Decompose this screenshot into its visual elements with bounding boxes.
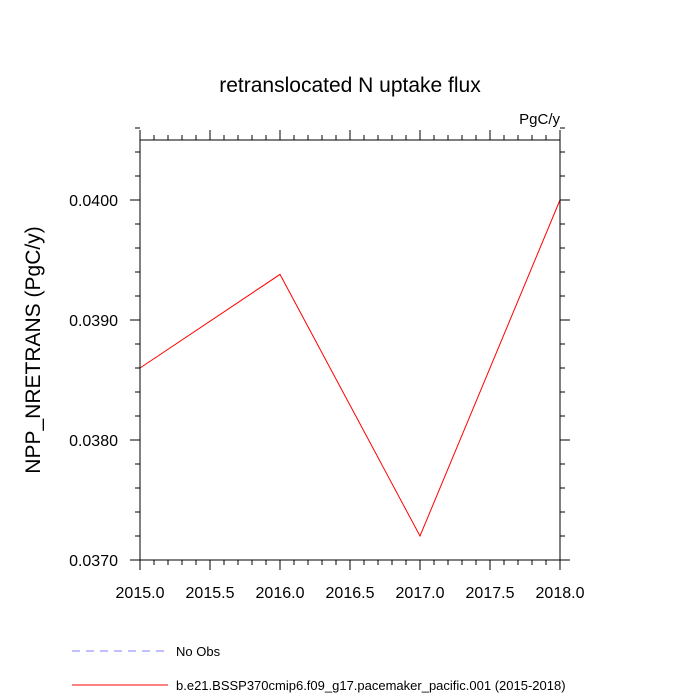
units-label: PgC/y	[519, 111, 560, 128]
x-tick-label: 2016.0	[256, 585, 305, 602]
series-layer	[139, 199, 561, 538]
y-tick-label: 0.0380	[69, 433, 118, 450]
x-tick-label: 2017.5	[466, 585, 515, 602]
legend: No Obs b.e21.BSSP370cmip6.f09_g17.pacemak…	[72, 644, 566, 693]
legend-label: No Obs	[176, 644, 221, 659]
x-tick-label: 2015.5	[186, 585, 235, 602]
y-tick-label: 0.0390	[69, 313, 118, 330]
x-tick-label: 2017.0	[396, 585, 445, 602]
y-tick-label: 0.0370	[69, 553, 118, 570]
chart-title: retranslocated N uptake flux	[219, 74, 481, 97]
y-axis-label: NPP_NRETRANS (PgC/y)	[22, 226, 45, 473]
axis-ticks: 2015.0 2015.5 2016.0 2016.5 2017.0 2017.5 2018…	[69, 127, 585, 602]
series-line	[139, 199, 561, 538]
plot-frame	[139, 139, 561, 561]
x-tick-label: 2015.0	[116, 585, 165, 602]
y-tick-label: 0.0400	[69, 193, 118, 210]
legend-label: b.e21.BSSP370cmip6.f09_g17.pacemaker_pac…	[176, 678, 566, 693]
x-tick-label: 2016.5	[326, 585, 375, 602]
x-tick-label: 2018.0	[536, 585, 585, 602]
